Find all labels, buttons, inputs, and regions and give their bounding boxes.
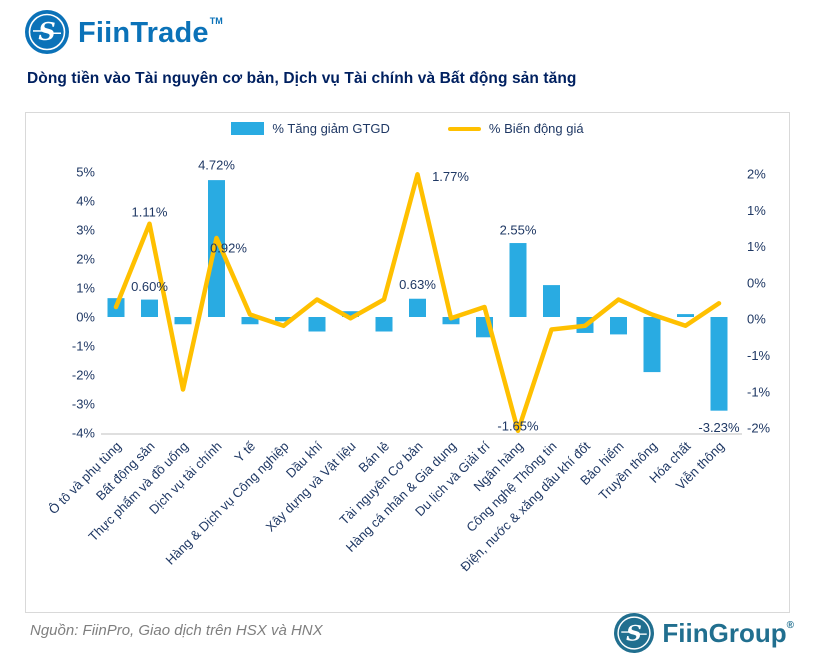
line-series-label: % Biến động giá [488,121,584,136]
bar-17 [677,314,694,317]
right-axis-tick-label: -1% [747,348,771,363]
fiintrade-logo-text: FiinTrade [78,17,209,49]
bar-3 [208,180,225,317]
bar-6 [308,317,326,332]
legend-item-bar-series: % Tăng giảm GTGD [231,121,390,136]
left-axis-tick-label: 0% [76,310,95,325]
source-note: Nguồn: FiinPro, Giao dịch trên HSX và HN… [30,622,323,639]
bar-10 [442,317,460,325]
bar-18 [710,317,728,411]
bar-8 [375,317,393,332]
legend-item-line-series: % Biến động giá [447,121,584,136]
left-axis-tick-label: 2% [76,252,95,267]
bar-9 [409,298,426,317]
left-axis-tick-label: -4% [72,426,96,441]
bar-1 [141,299,158,317]
combo-chart: 5% 4% 3% 2% 1% 0% -1% -2% -3% -4% 2% 1% 1% 0% 0% -1% -1%… [46,158,771,575]
fiintrade-logo: S FiinTradeTM [25,10,223,54]
left-axis-tick-label: 3% [76,223,95,238]
chart-title: Dòng tiền vào Tài nguyên cơ bản, Dịch vụ… [27,70,577,87]
bar-16 [643,317,661,373]
chart-box: 5% 4% 3% 2% 1% 0% -1% -2% -3% -4% 2% 1% 1% 0% 0% -1% -1%… [25,112,790,613]
fiingroup-logo-reg: ® [786,619,794,631]
data-label: 1.11% [132,204,168,219]
bar-15 [610,317,627,335]
bar-2 [174,317,192,325]
left-axis-tick-label: -3% [72,397,96,412]
left-axis-tick-label: -2% [72,368,96,383]
data-label: 0.92% [210,241,247,256]
right-axis-tick-label: 1% [747,203,766,218]
fiintrade-logo-icon: S [25,10,69,54]
bar-5 [275,317,292,322]
right-axis-tick-label: -1% [747,384,771,399]
left-axis-tick-label: 4% [76,194,95,209]
right-axis-tick-label: 0% [747,312,766,327]
right-axis-tick-label: 2% [747,167,766,182]
price-change-line [113,172,722,434]
bar-7 [342,311,359,317]
fiingroup-logo-text: FiinGroup [662,617,787,648]
right-axis-tick-label: 0% [747,275,766,290]
svg-text:S: S [38,17,55,46]
bar-series-swatch [231,122,265,135]
bar-13 [543,285,560,317]
category-label: Y tế [231,438,258,465]
line-series-swatch [447,126,481,131]
data-label: 4.72% [198,158,235,173]
fiingroup-logo-icon: S [614,613,655,653]
data-label: 0.60% [131,279,168,294]
right-axis-tick-label: -2% [747,421,771,436]
chart-legend: % Tăng giảm GTGD % Biến động giá [26,121,789,136]
left-axis-tick-label: 5% [76,165,95,180]
data-label: 2.55% [500,223,537,238]
bar-12 [509,243,527,317]
right-axis-tick-label: 1% [747,239,766,254]
left-axis-tick-label: -1% [72,339,96,354]
data-label: -3.23% [698,420,740,435]
svg-text:S: S [627,621,643,646]
fiingroup-logo: S FiinGroup® [614,613,794,653]
data-label: 0.63% [399,277,436,292]
bar-series-label: % Tăng giảm GTGD [272,121,390,136]
data-label: -1.65% [497,418,539,433]
data-label: 1.77% [432,169,469,184]
bar-4 [241,317,259,325]
fiintrade-logo-tm: TM [209,16,223,26]
left-axis-tick-label: 1% [76,281,95,296]
